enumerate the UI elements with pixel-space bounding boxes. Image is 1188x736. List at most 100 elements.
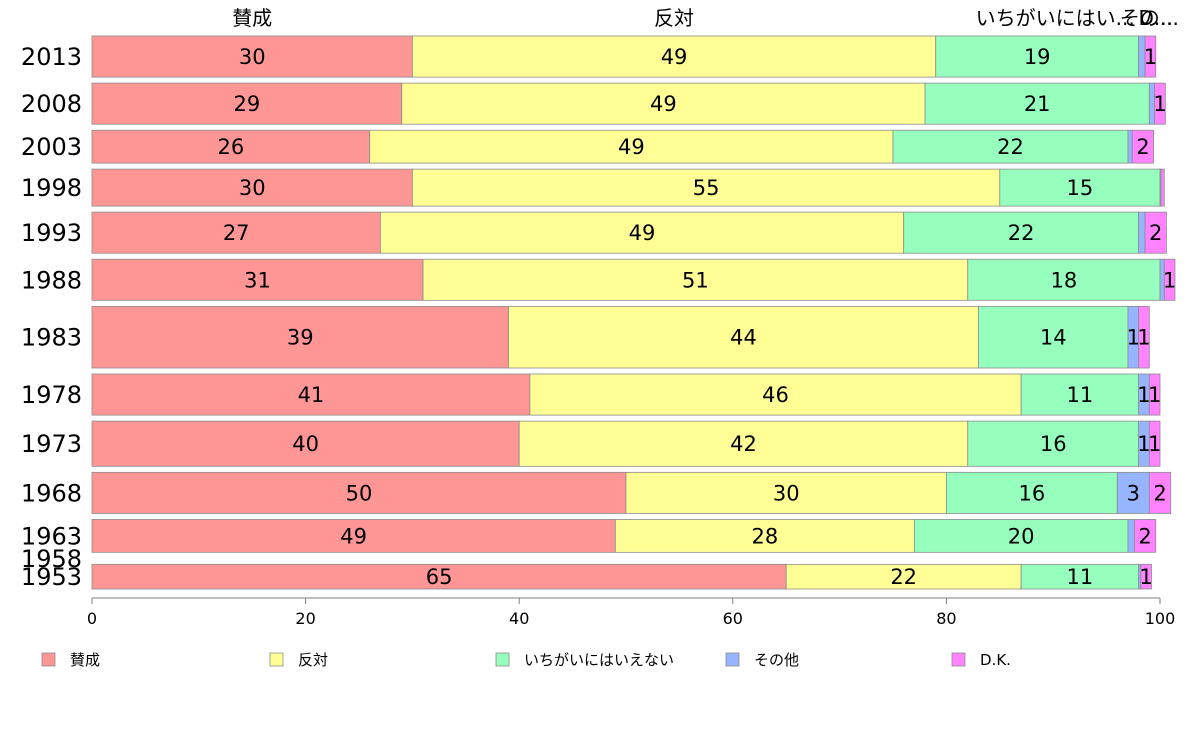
legend-item: いちがいにはいえない [495,651,674,669]
bar-row: 1958 [21,545,82,573]
bar-segment [625,471,947,514]
year-label: 1963 [21,522,82,550]
bar-row: 1968 50 30 16 3 2 [21,471,1172,514]
data-label: 50 [346,481,373,505]
column-header: 賛成 [232,6,272,30]
legend-item: 反対 [269,651,328,669]
year-label: 1983 [21,324,82,352]
bar-segment [91,471,627,514]
column-header: いちがいにはい... [976,6,1135,30]
bar-segment [401,82,926,125]
data-label: 49 [629,221,656,245]
data-label: 46 [762,383,789,407]
x-tick-label: 20 [295,609,315,628]
data-label: 1 [1137,383,1150,407]
bar-segment [1144,35,1157,78]
data-label: 1 [1148,383,1161,407]
data-label: 27 [223,221,250,245]
year-label: 1973 [21,430,82,458]
data-label: 40 [292,432,319,456]
data-label: 49 [661,45,688,69]
legend: 賛成 反対 いちがいにはいえない その他 D.K. [41,651,1011,669]
data-label: 2 [1136,135,1149,159]
bar-segment [1140,563,1152,590]
year-label: 1998 [21,174,82,202]
data-label: 19 [1024,45,1051,69]
bar-segment [529,373,1022,416]
data-label: 11 [1067,565,1094,589]
bar-segment [508,305,979,369]
bar-row: 1993 27 49 22 2 [21,211,1167,254]
legend-swatch [951,652,966,667]
bar-row: 1998 30 55 15 [21,168,1165,207]
x-tick-label: 100 [1145,609,1176,628]
data-label: 2 [1153,481,1166,505]
data-label: 65 [426,565,453,589]
data-label: 49 [650,92,677,116]
bar-segment [411,168,1001,207]
data-label: 1 [1139,565,1152,589]
x-tick-label: 0 [87,609,97,628]
bar-row: 1988 31 51 18 1 [21,258,1176,301]
data-label: 30 [239,176,266,200]
bar-segment [967,258,1161,301]
bar-segment [924,82,1150,125]
data-label: 30 [239,45,266,69]
data-label: 41 [298,383,325,407]
bar-segment [91,373,531,416]
bar-segment [411,35,937,78]
bar-segment [999,168,1161,207]
data-label: 20 [1008,524,1035,548]
legend-label: D.K. [980,651,1011,669]
bar-segment [1148,471,1172,514]
data-label: 21 [1024,92,1051,116]
bar-row: 1983 39 44 14 11 [21,305,1151,369]
bar-segment [1133,519,1157,553]
data-label: 1 [1163,268,1176,292]
data-label: 26 [217,135,244,159]
data-label: 49 [618,135,645,159]
legend-swatch [495,652,510,667]
data-label: 1 [1137,326,1150,350]
data-label: 2 [1138,524,1151,548]
bar-segment [913,519,1129,553]
bar-segment [1131,129,1154,164]
data-label: 44 [730,326,757,350]
year-label: 2008 [21,90,82,118]
bar-row: 2008 29 49 21 1 [21,82,1167,125]
data-label: 18 [1051,268,1078,292]
legend-label: 反対 [298,651,328,669]
data-label: 42 [730,432,757,456]
bar-segment [1020,373,1140,416]
data-label: 22 [997,135,1024,159]
legend-item: D.K. [951,651,1011,669]
data-label: 1 [1148,432,1161,456]
bar-segment [91,129,371,164]
bar-segment [1148,420,1161,467]
bar-segment [1163,258,1176,301]
data-label: 11 [1067,383,1094,407]
year-label: 2013 [21,43,82,71]
data-label: 31 [244,268,271,292]
bar-segment [91,168,413,207]
bar-segment [91,305,509,369]
legend-swatch [269,652,284,667]
bar-segment [422,258,969,301]
x-tick-label: 60 [723,609,743,628]
data-label: 16 [1040,432,1067,456]
column-header: 反対 [654,6,694,30]
bar-row: 2003 26 49 22 2 [21,129,1154,164]
legend-item: 賛成 [41,651,100,669]
bar-segment [946,471,1118,514]
data-label: 22 [890,565,917,589]
data-label: 3 [1127,481,1140,505]
bar-row: 1973 40 42 16 11 [21,420,1161,467]
bar-segment [1138,211,1146,254]
bar-segment [785,563,1022,590]
column-headers: 賛成 反対 いちがいにはい...その...D... [232,6,1179,30]
year-label: 1988 [21,266,82,294]
legend-label: その他 [754,651,799,669]
data-label: 22 [1008,221,1035,245]
bar-segment [614,519,915,553]
